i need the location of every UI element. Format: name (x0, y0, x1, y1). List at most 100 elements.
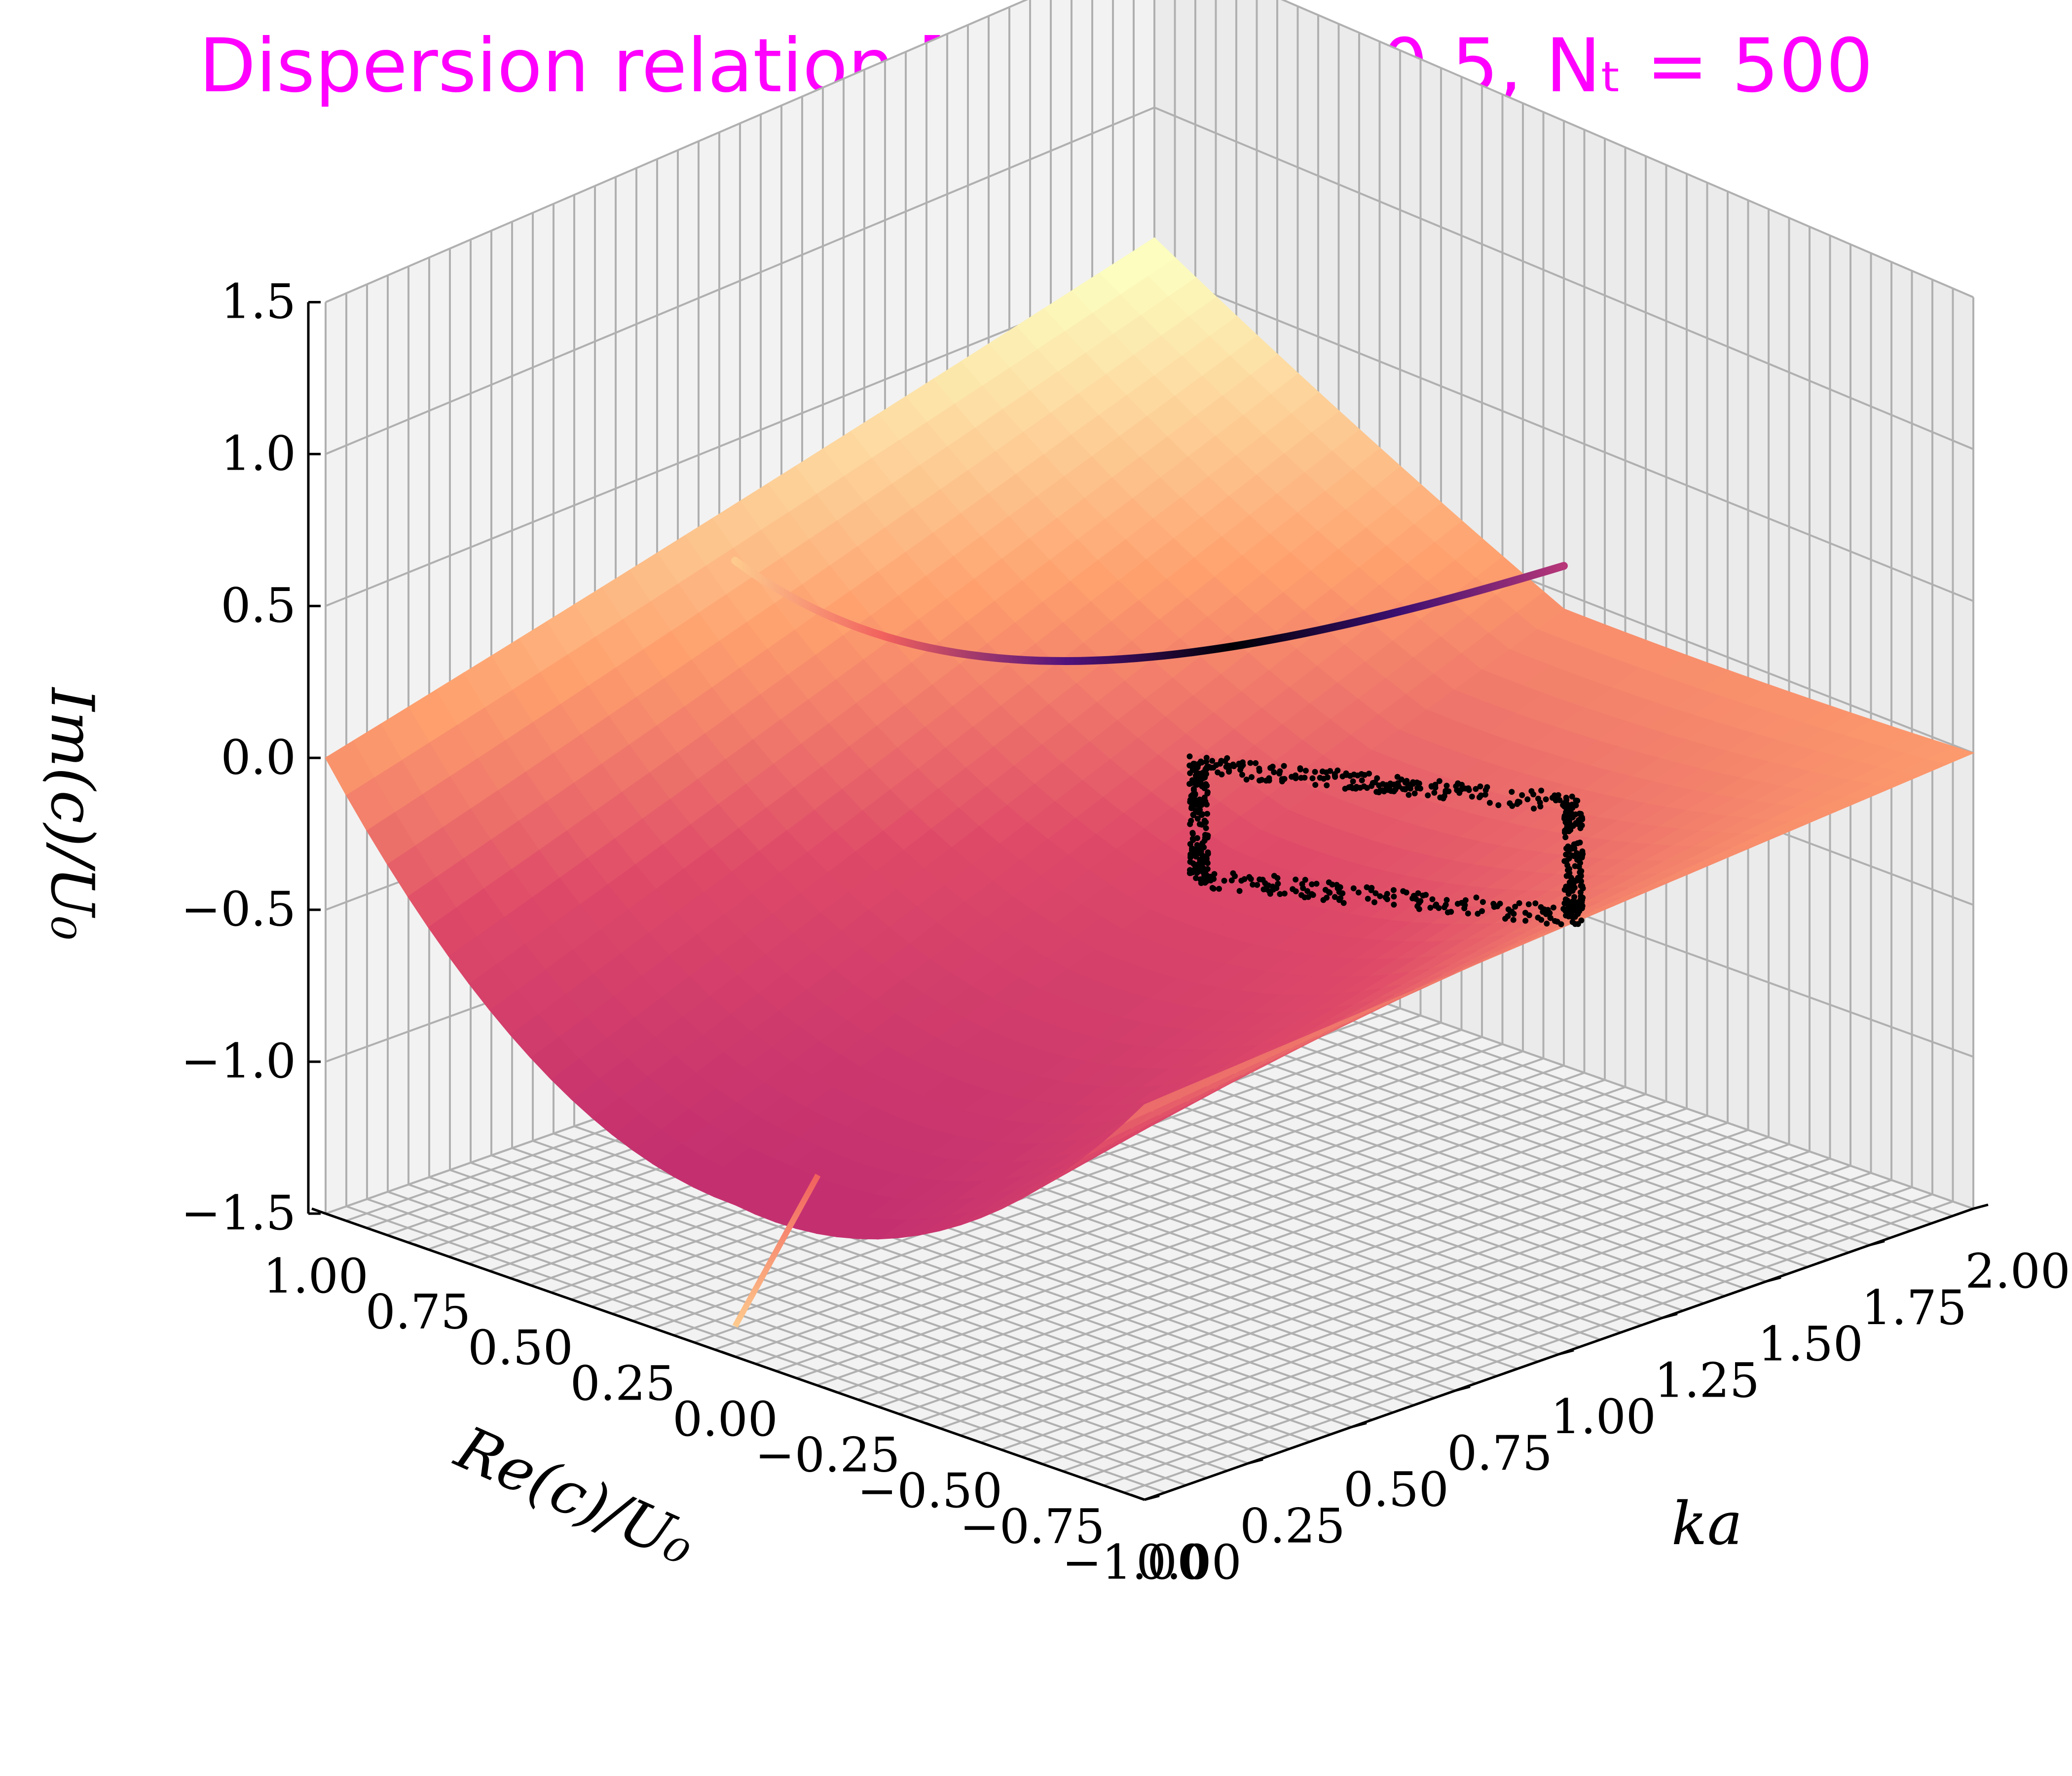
x-tick-label: 0.00 (672, 1392, 778, 1447)
scatter-point (1530, 791, 1537, 798)
scatter-point (1337, 895, 1344, 901)
scatter-point (1522, 918, 1529, 924)
scatter-point (1391, 893, 1397, 900)
scatter-point (1267, 765, 1274, 771)
y-tick-label: 1.75 (1861, 1280, 1967, 1335)
scatter-point (1567, 901, 1573, 907)
scatter-point (1241, 876, 1248, 882)
scatter-point (1573, 907, 1580, 914)
scatter-point (1187, 867, 1193, 873)
scatter-point (1443, 902, 1449, 908)
scatter-point (1193, 875, 1199, 881)
z-tick-label: 0.5 (221, 578, 296, 633)
y-tick-label: 1.50 (1758, 1317, 1863, 1372)
x-tick-mark (311, 1207, 326, 1215)
scatter-point (1266, 777, 1272, 784)
floor-grid-line (512, 1147, 1332, 1436)
scatter-point (1374, 775, 1380, 781)
scatter-point (1565, 866, 1572, 872)
scatter-point (1572, 914, 1578, 920)
scatter-point (1258, 777, 1265, 783)
x-tick-label: −1.00 (1062, 1535, 1207, 1590)
scatter-point (1569, 805, 1576, 811)
scatter-point (1297, 766, 1303, 773)
z-tick-label: 1.5 (221, 274, 296, 330)
scatter-point (1228, 877, 1235, 884)
scatter-point (1538, 787, 1545, 794)
scatter-point (1473, 786, 1479, 792)
z-tick-label: 1.0 (221, 426, 296, 481)
scatter-point (1475, 911, 1481, 917)
y-tick-label: 1.25 (1654, 1353, 1760, 1408)
x-tick-mark (925, 1422, 940, 1430)
scatter-point (1249, 774, 1255, 780)
scatter-point (1414, 785, 1421, 791)
scatter-point (1572, 903, 1579, 909)
x-axis-label: Re(c)/U₀ (445, 1413, 705, 1579)
scatter-point (1246, 874, 1253, 880)
scatter-point (1371, 899, 1377, 905)
y-tick-label: 1.00 (1551, 1389, 1656, 1444)
scatter-point (1440, 795, 1446, 802)
scatter-point (1416, 906, 1422, 912)
scatter-point (1369, 885, 1375, 891)
x-tick-label: 1.00 (263, 1249, 369, 1304)
scatter-point (1254, 882, 1260, 888)
scatter-point (1566, 817, 1573, 823)
scatter-point (1198, 758, 1204, 765)
floor-grid-line (449, 1169, 1269, 1457)
scatter-point (1262, 880, 1268, 887)
scatter-point (1445, 788, 1452, 794)
scatter-point (1232, 873, 1238, 879)
scatter-point (1433, 901, 1440, 908)
scatter-point (1507, 800, 1513, 807)
scatter-point (1365, 895, 1371, 902)
scatter-point (1304, 888, 1311, 894)
scatter-point (1325, 774, 1331, 780)
y-axis-label: ka (1671, 1490, 1742, 1558)
scatter-point (1302, 768, 1309, 774)
scatter-point (1507, 908, 1514, 915)
y-tick-mark (1662, 1312, 1678, 1319)
scatter-point (1387, 780, 1394, 787)
scatter-point (1190, 852, 1196, 858)
scatter-point (1455, 780, 1461, 787)
floor-grid-line (367, 1198, 1186, 1486)
scatter-point (1548, 915, 1554, 921)
x-tick-label: 0.25 (570, 1356, 676, 1411)
y-tick-label: 0.75 (1447, 1426, 1553, 1481)
scatter-point (1200, 769, 1207, 776)
scatter-point (1420, 892, 1426, 899)
z-tick-label: 0.0 (221, 730, 296, 785)
scatter-point (1194, 781, 1200, 788)
scatter-point (1267, 890, 1273, 897)
scatter-point (1366, 771, 1372, 777)
floor-grid-line (387, 1190, 1207, 1479)
scatter-point (1444, 909, 1451, 916)
y-tick-mark (1973, 1203, 1989, 1210)
scatter-point (1566, 910, 1573, 916)
scatter-point (1343, 772, 1350, 778)
scatter-point (1380, 781, 1386, 787)
x-tick-label: 0.75 (366, 1285, 471, 1340)
scatter-point (1465, 910, 1471, 917)
scatter-point (1561, 814, 1568, 821)
scatter-point (1484, 784, 1490, 790)
unstable-branch-line (731, 556, 1568, 666)
scatter-point (1336, 889, 1342, 895)
scatter-point (1574, 856, 1580, 863)
scatter-point (1312, 769, 1318, 775)
scatter-point (1247, 760, 1254, 766)
scatter-point (1281, 890, 1288, 897)
scatter-point (1537, 799, 1543, 806)
scatter-point (1524, 796, 1531, 803)
scatter-point (1560, 906, 1567, 912)
scatter-point (1567, 845, 1574, 851)
y-tick-mark (1869, 1240, 1885, 1247)
y-tick-mark (1455, 1385, 1471, 1392)
floor-grid-line (532, 1140, 1352, 1428)
scatter-point (1193, 773, 1199, 779)
scatter-point (1377, 787, 1383, 794)
scatter-point (1526, 912, 1532, 919)
